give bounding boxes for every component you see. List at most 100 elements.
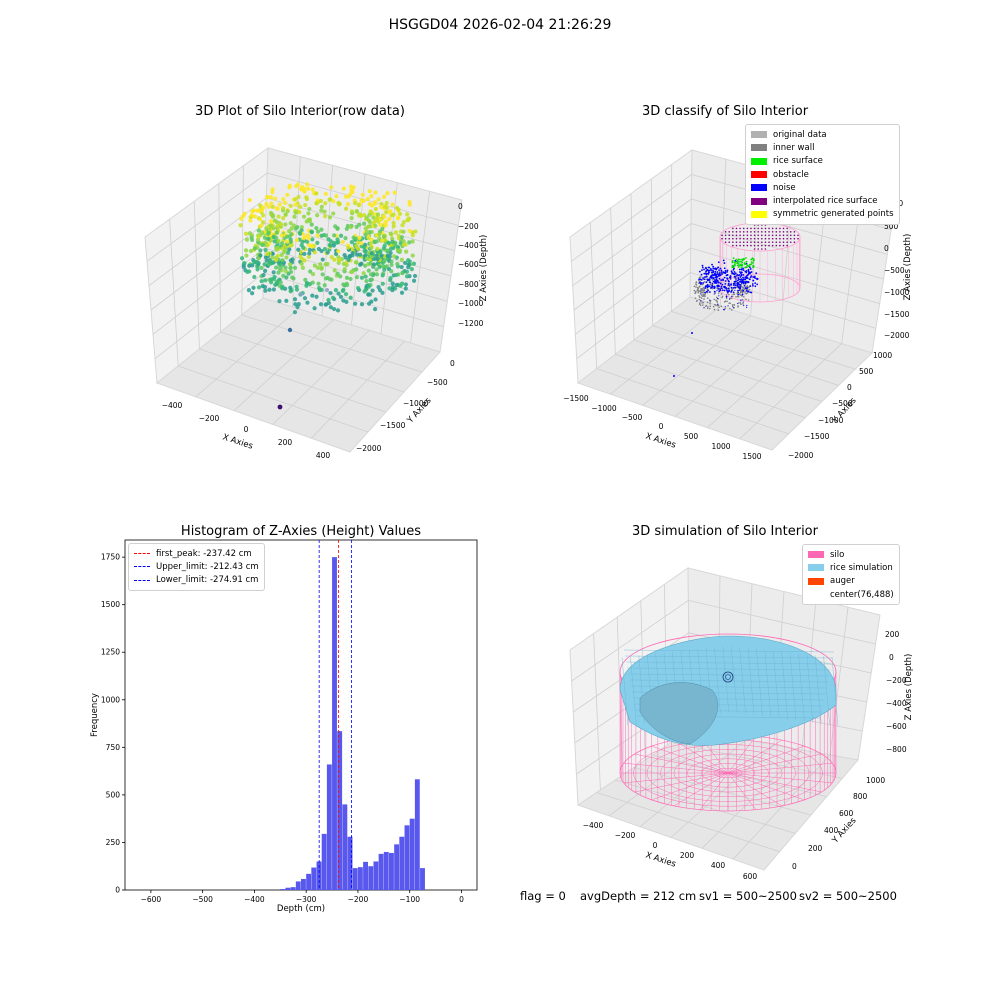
histogram-bar	[394, 844, 400, 890]
figure-title: HSGGD04 2026-02-04 21:26:29	[388, 17, 612, 33]
histogram-ytick-label: 1000	[101, 695, 120, 704]
histogram-bar	[295, 881, 301, 890]
legend-swatch	[751, 144, 767, 152]
legend-swatch	[808, 551, 824, 559]
histogram-x-ticks: −600 −500 −400 −300 −200 −100 0	[141, 890, 464, 904]
raw-outlier-point	[287, 327, 293, 333]
histogram-bar	[280, 889, 286, 890]
raw-ytick: 0	[450, 359, 455, 368]
legend-swatch	[751, 184, 767, 192]
avg-depth-text: avgDepth = 212 cm	[580, 889, 697, 903]
legend-label: noise	[773, 182, 796, 193]
legend-swatch	[134, 553, 150, 555]
simulation-plot-title: 3D simulation of Silo Interior	[632, 524, 818, 539]
legend-swatch	[808, 591, 824, 598]
raw-xtick: −200	[199, 414, 220, 423]
legend-label: center(76,488)	[830, 589, 894, 600]
histogram-bar	[404, 825, 410, 890]
histogram-bar	[311, 867, 317, 890]
histogram-bar	[301, 878, 306, 890]
histogram-ytick-label: 0	[115, 886, 120, 895]
legend-swatch	[751, 157, 767, 165]
classify-ztick: 500	[884, 222, 899, 231]
sim-ztick: −600	[886, 722, 907, 731]
sim-zlabel: Z Axies (Depth)	[904, 654, 914, 721]
classify-ytick: −1500	[804, 432, 830, 441]
classify-plot-title: 3D classify of Silo Interior	[641, 104, 809, 119]
raw-plot-title: 3D Plot of Silo Interior(row data)	[195, 104, 405, 119]
classify-zlabel: Z Axies (Depth)	[903, 234, 913, 301]
histogram-bar	[337, 731, 343, 890]
legend-label: Upper_limit: -212.43 cm	[156, 561, 259, 572]
legend-entry: Lower_limit: -274.91 cm	[134, 574, 259, 587]
classify-xtick: −1500	[563, 394, 589, 403]
classify-xtick: −1000	[591, 404, 617, 413]
classify-xtick: 500	[684, 432, 699, 441]
legend-entry: symmetric generated points	[751, 208, 894, 221]
legend-entry: rice surface	[751, 155, 894, 168]
legend-entry: original data	[751, 128, 894, 141]
sim-ztick: −800	[886, 745, 907, 754]
classify-xtick: 0	[659, 422, 664, 431]
histogram-xtick-label: −200	[348, 895, 369, 904]
legend-label: obstacle	[773, 169, 809, 180]
classify-point-cloud	[693, 257, 759, 311]
simulation-legend: silo rice simulation auger center(76,488)	[802, 544, 900, 606]
histogram-bar	[285, 887, 291, 890]
histogram-ytick-label: 1250	[101, 648, 120, 657]
histogram-xtick-label: −100	[399, 895, 420, 904]
noise-point	[673, 375, 675, 377]
legend-label: interpolated rice surface	[773, 196, 878, 207]
legend-entry: silo	[808, 548, 894, 561]
legend-entry: first_peak: -237.42 cm	[134, 547, 259, 560]
legend-swatch	[808, 577, 824, 585]
histogram-xlabel: Depth (cm)	[277, 904, 325, 914]
sim-xlabel: X Axies	[644, 850, 677, 869]
legend-label: auger	[830, 576, 855, 587]
histogram-bar	[414, 779, 420, 890]
raw-ztick: −400	[458, 241, 479, 250]
classify-ytick: −500	[832, 399, 853, 408]
raw-ytick: −1500	[380, 421, 406, 430]
legend-label: first_peak: -237.42 cm	[156, 548, 252, 559]
classify-xtick: 1000	[711, 442, 730, 451]
raw-ztick: −600	[458, 260, 479, 269]
raw-xtick: 200	[278, 438, 293, 447]
sim-ztick: −200	[886, 676, 907, 685]
classify-ztick: −1000	[884, 288, 910, 297]
histogram-y-ticks: 0 250 500 750 1000 1250 1500 1750	[101, 553, 125, 895]
histogram-bar	[373, 861, 379, 890]
histogram-bar	[363, 861, 368, 890]
legend-label: Lower_limit: -274.91 cm	[156, 575, 259, 586]
histogram-bar	[306, 873, 312, 890]
sim-ztick: −400	[886, 699, 907, 708]
auger-marker	[722, 671, 734, 683]
raw-point-cloud	[238, 182, 418, 315]
sv2-text: sv2 = 500~2500	[799, 889, 897, 903]
raw-xtick: 0	[244, 425, 249, 434]
histogram-xtick-label: −600	[141, 895, 162, 904]
legend-label: inner wall	[773, 142, 815, 153]
classify-xtick: −500	[622, 413, 643, 422]
sim-ytick: 200	[808, 844, 823, 853]
raw-outlier-point	[325, 288, 329, 292]
histogram-bar	[352, 868, 358, 890]
histogram-xtick-label: 0	[459, 895, 464, 904]
histogram-bars	[280, 557, 425, 890]
histogram-bar	[368, 866, 374, 890]
raw-outlier-point	[277, 404, 283, 410]
histogram-bar	[409, 818, 415, 890]
raw-ytick: −2000	[356, 444, 382, 453]
classify-ytick: −2000	[788, 451, 814, 460]
histogram-xtick-label: −500	[192, 895, 213, 904]
histogram-bar	[332, 557, 337, 890]
sim-ytick: 600	[839, 809, 854, 818]
raw-outlier-point	[298, 291, 304, 297]
histogram-bar	[383, 851, 389, 890]
histogram-reference-lines	[318, 540, 352, 890]
sim-ytick: 1000	[866, 776, 885, 785]
histogram-bar	[342, 804, 348, 890]
